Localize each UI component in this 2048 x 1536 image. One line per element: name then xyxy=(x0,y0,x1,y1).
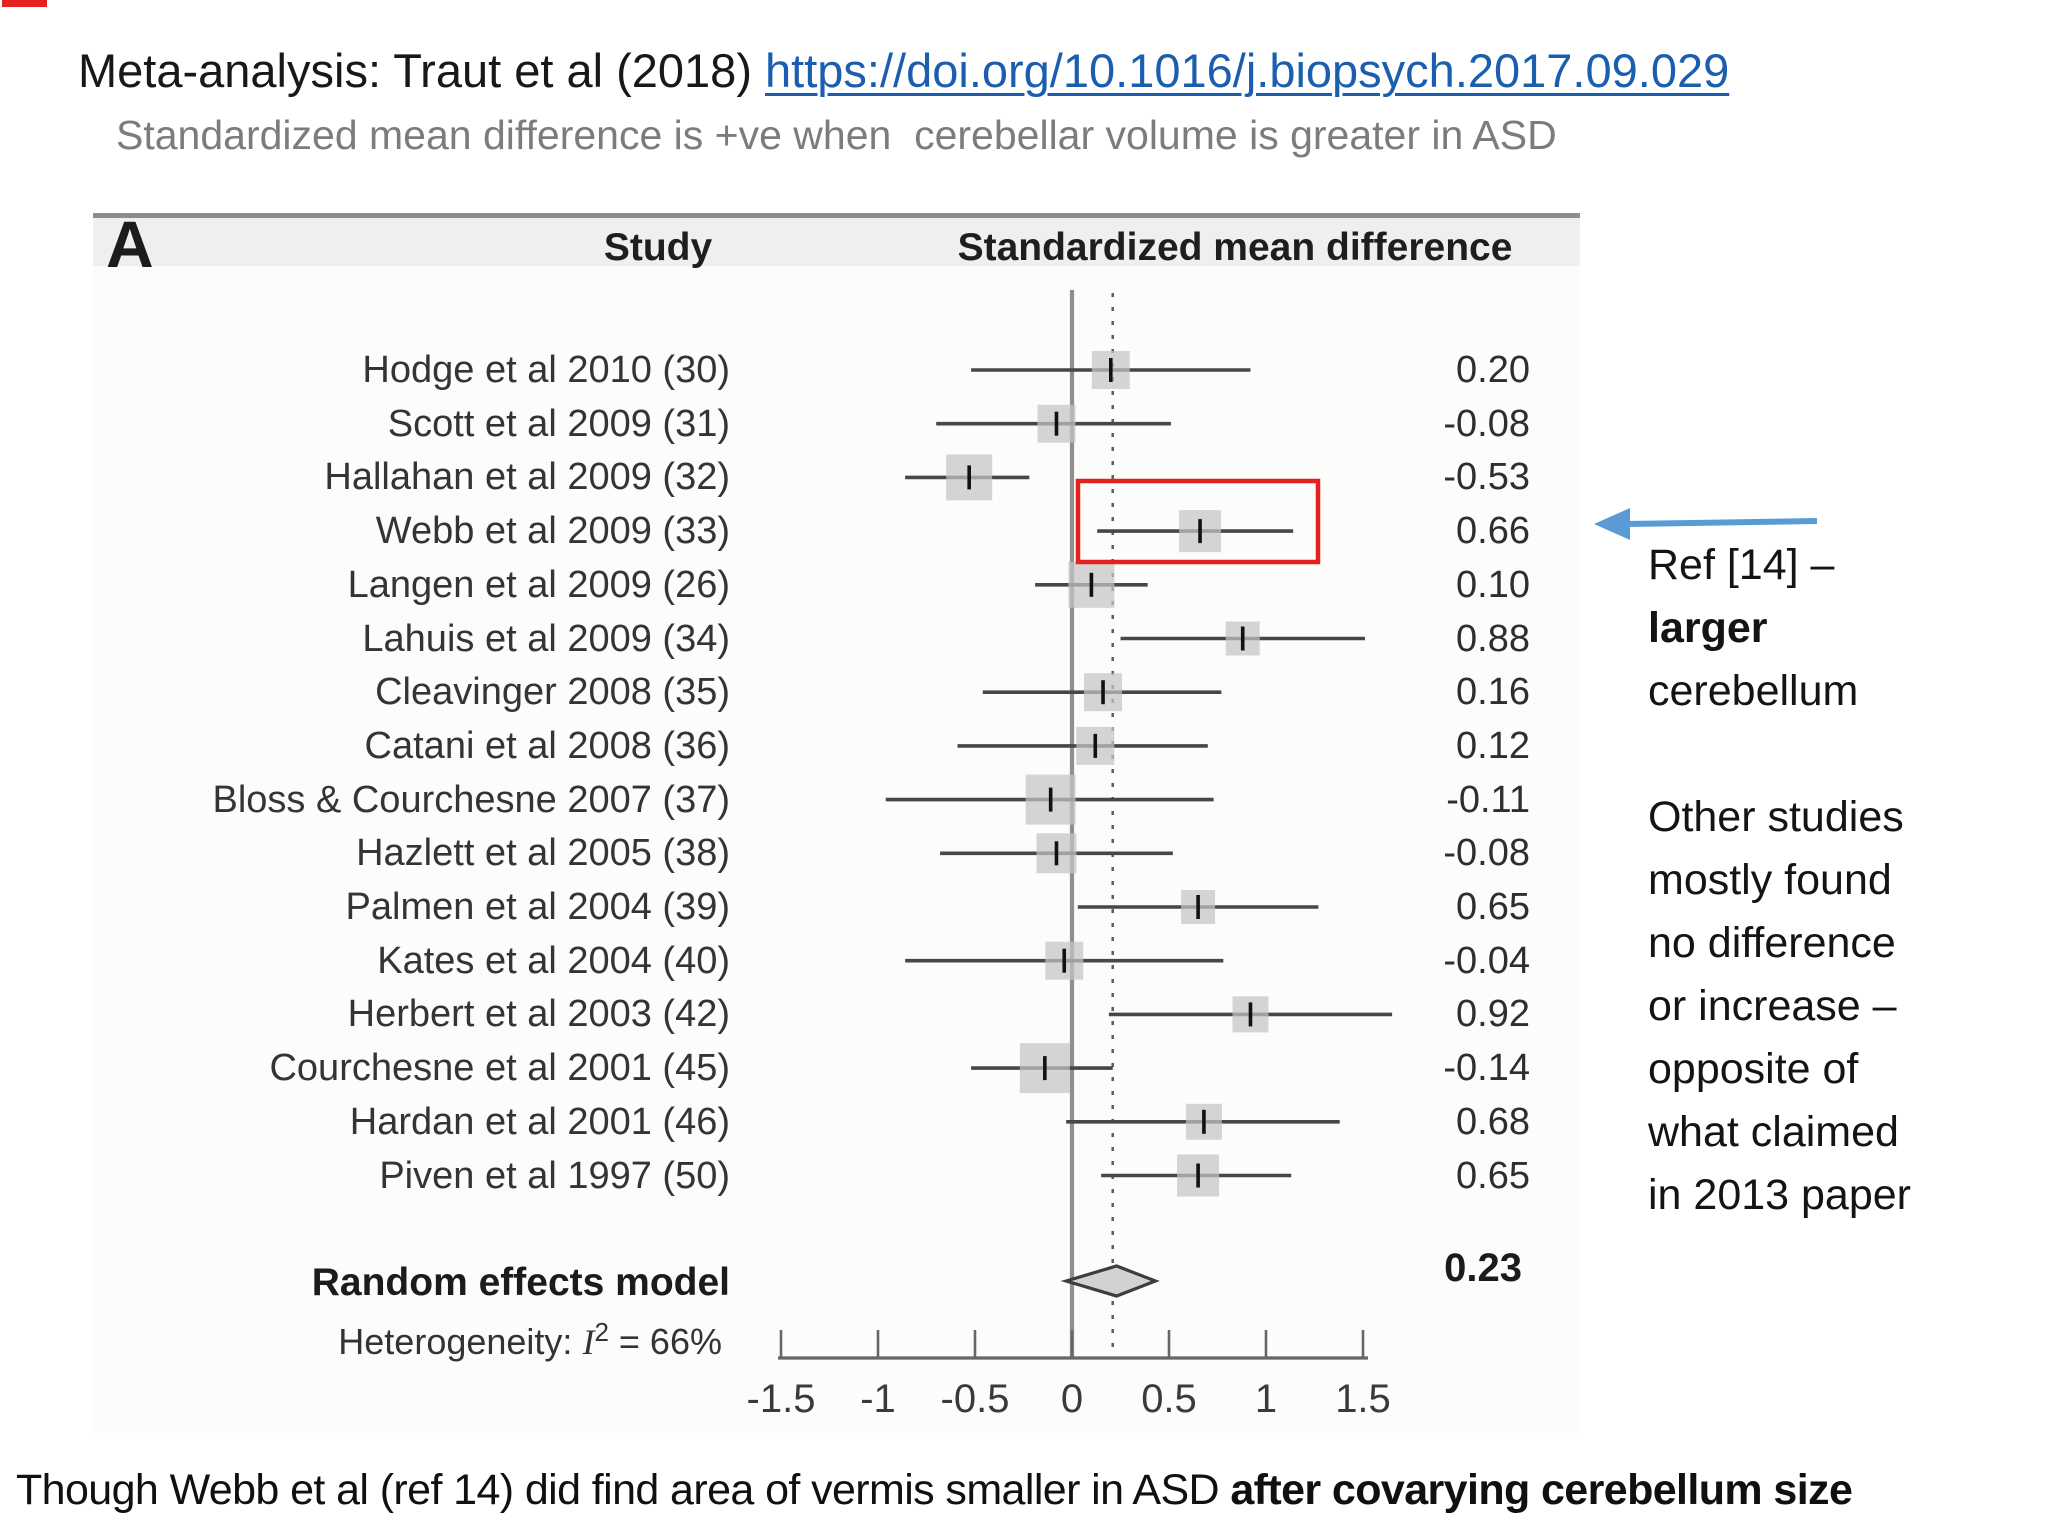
value-label: 0.88 xyxy=(1456,617,1530,660)
study-label: Kates et al 2004 (40) xyxy=(377,939,730,982)
study-label: Hodge et al 2010 (30) xyxy=(362,349,730,391)
value-label: -0.14 xyxy=(1443,1047,1530,1090)
value-label: 0.65 xyxy=(1456,1154,1530,1197)
annotation-line: what claimed xyxy=(1648,1108,1899,1156)
heterogeneity-sup: 2 xyxy=(594,1317,609,1347)
study-label: Piven et al 1997 (50) xyxy=(379,1154,730,1197)
figure-header-band xyxy=(93,218,1580,266)
annotation-line: or increase – xyxy=(1648,982,1897,1030)
study-label: Lahuis et al 2009 (34) xyxy=(362,617,730,660)
column-header-study: Study xyxy=(603,226,713,269)
bottom-caption: Though Webb et al (ref 14) did find area… xyxy=(16,1462,2046,1518)
value-label: -0.08 xyxy=(1443,402,1530,445)
annotation-line: Ref [14] – xyxy=(1648,541,1835,589)
study-label: Herbert et al 2003 (42) xyxy=(347,993,730,1036)
column-header-smd: Standardized mean difference xyxy=(957,226,1513,269)
summary-row-label: Random effects model xyxy=(311,1261,730,1304)
study-label: Scott et al 2009 (31) xyxy=(387,402,730,445)
summary-value: 0.23 xyxy=(1444,1246,1522,1290)
title-text: Meta-analysis: Traut et al (2018) xyxy=(78,44,766,97)
annotation-line: mostly found xyxy=(1648,856,1892,904)
study-label: Bloss & Courchesne 2007 (37) xyxy=(212,778,730,821)
page-subtitle: Standardized mean difference is +ve when… xyxy=(116,112,1557,158)
figure-divider xyxy=(93,213,1580,218)
value-label: -0.04 xyxy=(1443,939,1530,982)
annotation-line: in 2013 paper xyxy=(1648,1171,1911,1219)
blue-arrow-icon xyxy=(1594,508,1630,540)
value-label: -0.08 xyxy=(1443,832,1530,875)
value-label: -0.11 xyxy=(1446,778,1530,821)
annotation-line: cerebellum xyxy=(1648,667,1859,715)
study-label: Webb et al 2009 (33) xyxy=(375,510,730,553)
annotation-line: opposite of xyxy=(1648,1045,1859,1093)
annotation-line: Other studies xyxy=(1648,793,1904,841)
doi-link[interactable]: https://doi.org/10.1016/j.biopsych.2017.… xyxy=(765,44,1730,97)
annotation-line: larger xyxy=(1648,604,1768,652)
value-label: 0.10 xyxy=(1456,563,1530,606)
study-label: Hazlett et al 2005 (38) xyxy=(356,832,730,875)
value-label: -0.53 xyxy=(1443,456,1530,499)
value-label: 0.68 xyxy=(1456,1100,1530,1143)
page-title: Meta-analysis: Traut et al (2018) https:… xyxy=(78,40,1729,102)
study-label: Catani et al 2008 (36) xyxy=(364,724,730,767)
annotation-block: Ref [14] – larger cerebellum Other studies m… xyxy=(1648,534,2038,1227)
heterogeneity-stat: I xyxy=(582,1322,595,1362)
study-label: Hallahan et al 2009 (32) xyxy=(324,456,730,499)
value-label: 0.16 xyxy=(1456,671,1530,714)
value-label: 0.65 xyxy=(1456,886,1530,928)
annotation-line: no difference xyxy=(1648,919,1896,967)
heterogeneity-prefix: Heterogeneity: xyxy=(338,1321,583,1362)
heterogeneity-label: Heterogeneity: I2 = 66% xyxy=(80,1305,722,1369)
study-label: Cleavinger 2008 (35) xyxy=(375,671,730,714)
study-label: Courchesne et al 2001 (45) xyxy=(269,1047,730,1090)
value-label: 0.20 xyxy=(1456,349,1530,391)
study-label: Hardan et al 2001 (46) xyxy=(349,1100,730,1143)
caption-normal: Though Webb et al (ref 14) did find area… xyxy=(16,1466,1231,1514)
blue-arrow-shaft xyxy=(1624,518,1818,527)
value-label: 0.12 xyxy=(1456,724,1530,767)
study-label: Palmen et al 2004 (39) xyxy=(345,886,730,928)
heterogeneity-suffix: = 66% xyxy=(608,1321,722,1362)
panel-label: A xyxy=(106,207,154,281)
annotation-line xyxy=(1648,723,2038,786)
figure-scan-background xyxy=(93,218,1580,1433)
value-label: 0.92 xyxy=(1456,993,1530,1036)
corner-red-mark xyxy=(2,0,47,7)
caption-bold: after covarying cerebellum size xyxy=(1230,1466,1853,1514)
study-label: Langen et al 2009 (26) xyxy=(347,563,730,606)
value-label: 0.66 xyxy=(1456,510,1530,553)
